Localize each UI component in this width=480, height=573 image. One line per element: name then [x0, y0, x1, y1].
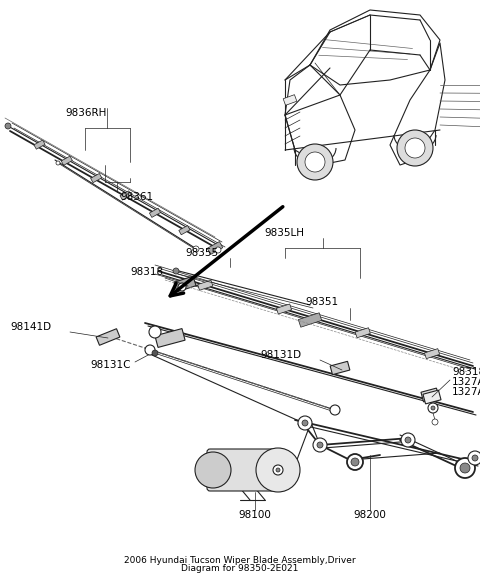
Circle shape — [330, 405, 340, 415]
FancyBboxPatch shape — [207, 449, 283, 491]
Circle shape — [149, 326, 161, 338]
Text: 98200: 98200 — [354, 510, 386, 520]
Circle shape — [428, 403, 438, 413]
Polygon shape — [96, 329, 120, 346]
Circle shape — [276, 468, 280, 472]
Circle shape — [145, 345, 155, 355]
Text: 98361: 98361 — [120, 192, 153, 202]
Text: 98355: 98355 — [185, 248, 218, 258]
Circle shape — [152, 350, 158, 356]
Circle shape — [347, 454, 363, 470]
Polygon shape — [355, 328, 371, 337]
Polygon shape — [120, 191, 131, 200]
Circle shape — [351, 458, 359, 466]
Circle shape — [173, 268, 179, 274]
Polygon shape — [61, 156, 72, 166]
Circle shape — [215, 247, 221, 253]
Polygon shape — [283, 95, 297, 105]
Circle shape — [455, 458, 475, 478]
Circle shape — [298, 416, 312, 430]
Circle shape — [431, 406, 435, 410]
Circle shape — [297, 144, 333, 180]
Text: 98131C: 98131C — [90, 360, 131, 370]
Polygon shape — [207, 242, 223, 254]
Circle shape — [193, 246, 199, 252]
Circle shape — [195, 452, 231, 488]
Circle shape — [460, 463, 470, 473]
Polygon shape — [34, 140, 45, 149]
Text: 98318: 98318 — [452, 367, 480, 377]
Text: 98131D: 98131D — [260, 350, 301, 360]
Circle shape — [405, 437, 411, 443]
Circle shape — [56, 161, 60, 165]
Text: 1327AE: 1327AE — [452, 387, 480, 397]
Circle shape — [256, 448, 300, 492]
Polygon shape — [91, 174, 102, 183]
Text: Diagram for 98350-2E021: Diagram for 98350-2E021 — [181, 564, 299, 573]
Text: 2006 Hyundai Tucson Wiper Blade Assembly,Driver: 2006 Hyundai Tucson Wiper Blade Assembly… — [124, 556, 356, 565]
Polygon shape — [423, 390, 441, 404]
Text: 98141D: 98141D — [10, 322, 51, 332]
Text: 9836RH: 9836RH — [65, 108, 107, 118]
Polygon shape — [298, 313, 322, 327]
Polygon shape — [276, 304, 291, 314]
Polygon shape — [155, 328, 185, 347]
Circle shape — [317, 442, 323, 448]
Text: 98318: 98318 — [130, 267, 163, 277]
Circle shape — [305, 152, 325, 172]
Polygon shape — [421, 388, 439, 402]
Polygon shape — [424, 348, 440, 359]
Circle shape — [401, 433, 415, 447]
Text: 1327AD: 1327AD — [452, 377, 480, 387]
Circle shape — [302, 420, 308, 426]
Circle shape — [178, 283, 186, 291]
Circle shape — [405, 138, 425, 158]
Circle shape — [468, 451, 480, 465]
Polygon shape — [174, 276, 196, 292]
Text: 98351: 98351 — [305, 297, 338, 307]
Circle shape — [313, 438, 327, 452]
Circle shape — [397, 130, 433, 166]
Polygon shape — [179, 226, 190, 235]
Circle shape — [472, 455, 478, 461]
Circle shape — [273, 465, 283, 475]
Polygon shape — [198, 280, 213, 291]
Polygon shape — [149, 208, 161, 217]
Text: 9835LH: 9835LH — [264, 228, 304, 238]
Polygon shape — [330, 362, 350, 375]
Text: 98100: 98100 — [239, 510, 271, 520]
Circle shape — [5, 123, 11, 129]
Circle shape — [432, 419, 438, 425]
